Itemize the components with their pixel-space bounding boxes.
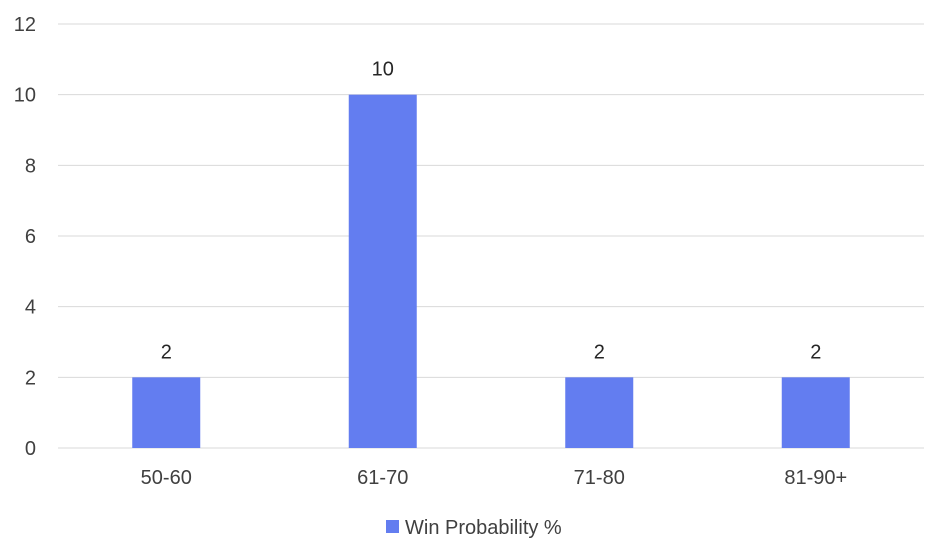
bar-50-60 xyxy=(132,377,201,448)
data-label: 2 xyxy=(810,341,821,363)
y-tick-label: 6 xyxy=(25,226,36,248)
x-tick-label: 50-60 xyxy=(141,467,192,489)
data-label: 2 xyxy=(594,341,605,363)
x-tick-label: 71-80 xyxy=(574,467,625,489)
y-tick-label: 0 xyxy=(25,438,36,460)
x-tick-label: 81-90+ xyxy=(784,467,847,489)
data-label: 10 xyxy=(372,59,394,81)
y-tick-label: 2 xyxy=(25,367,36,389)
y-tick-label: 8 xyxy=(25,155,36,177)
legend: Win Probability % xyxy=(386,517,562,539)
y-tick-label: 12 xyxy=(14,14,36,36)
bar-61-70 xyxy=(348,94,417,449)
data-label: 2 xyxy=(161,341,172,363)
y-tick-label: 10 xyxy=(14,85,36,107)
x-tick-label: 61-70 xyxy=(357,467,408,489)
x-axis-tick-labels: 50-60 61-70 71-80 81-90+ xyxy=(141,467,848,489)
legend-label: Win Probability % xyxy=(405,517,562,539)
data-labels: 2 10 2 2 xyxy=(161,59,822,364)
y-axis-tick-labels: 0 2 4 6 8 10 12 xyxy=(14,14,36,460)
legend-swatch xyxy=(386,520,399,533)
y-tick-label: 4 xyxy=(25,297,36,319)
gridlines xyxy=(58,23,924,449)
bars xyxy=(132,94,850,449)
bar-81-90+ xyxy=(781,377,850,448)
bar-71-80 xyxy=(565,377,634,448)
